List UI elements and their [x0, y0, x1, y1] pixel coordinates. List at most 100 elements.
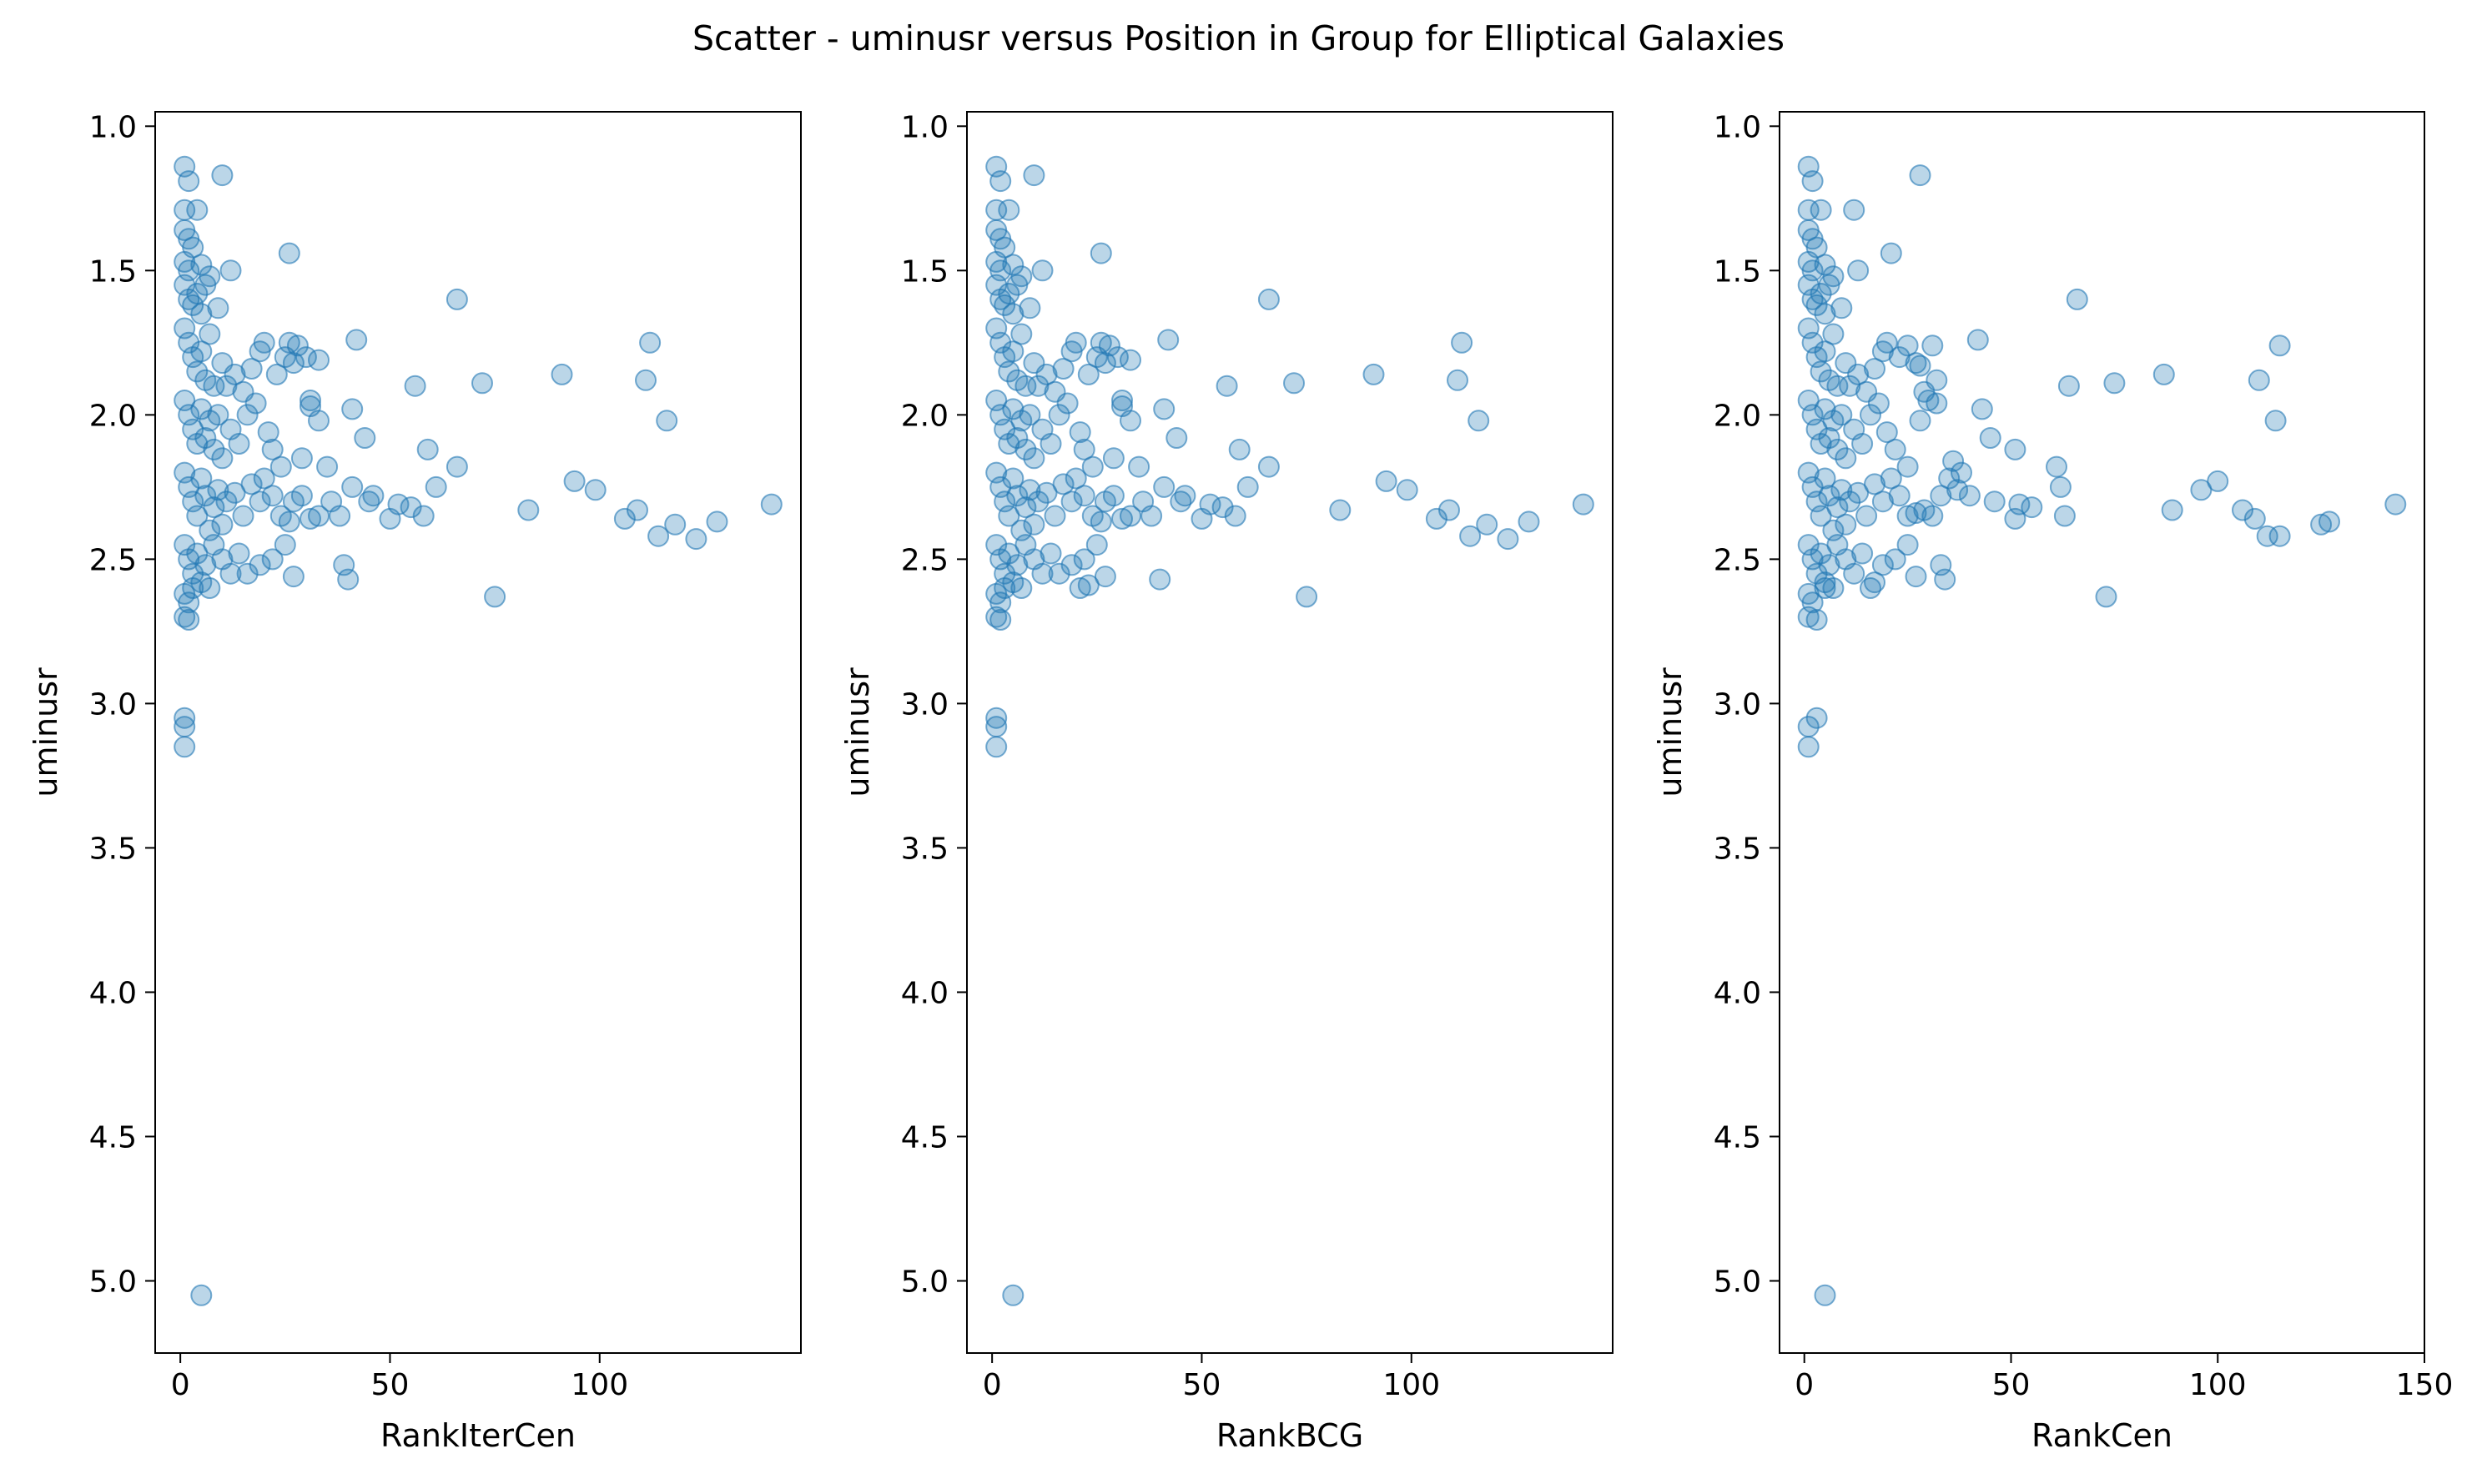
data-point — [240, 473, 263, 496]
data-point — [1946, 479, 1969, 501]
data-point — [1921, 335, 1944, 357]
x-tick-label: 0 — [1795, 1368, 1814, 1402]
data-point — [186, 283, 209, 304]
x-tick-label: 0 — [171, 1368, 190, 1402]
data-point — [1839, 490, 1861, 513]
data-point — [2161, 499, 2183, 521]
data-point — [257, 421, 279, 444]
data-point — [1085, 534, 1108, 556]
data-point — [989, 609, 1012, 631]
data-point — [190, 398, 213, 420]
data-point — [1830, 404, 1853, 426]
data-point — [1077, 363, 1100, 385]
x-axis-label: RankCen — [2031, 1417, 2172, 1454]
data-point — [190, 303, 213, 325]
data-point — [1396, 479, 1418, 501]
data-point — [416, 438, 439, 460]
data-point — [2057, 375, 2080, 397]
data-point — [2232, 499, 2253, 521]
data-point — [1447, 369, 1468, 391]
x-axis-label: RankBCG — [1216, 1417, 1363, 1454]
data-point — [1006, 427, 1029, 449]
data-point — [295, 346, 317, 369]
data-point — [253, 331, 275, 354]
data-point — [1094, 566, 1116, 588]
data-point — [664, 513, 687, 536]
data-point — [1153, 475, 1176, 498]
data-point — [1843, 199, 1865, 221]
data-point — [1056, 392, 1079, 415]
data-point — [1102, 485, 1125, 507]
data-point — [249, 490, 271, 513]
data-point — [1090, 242, 1112, 264]
y-tick-label: 4.5 — [89, 1120, 137, 1155]
y-tick-label: 4.5 — [901, 1120, 949, 1155]
data-points — [985, 155, 1594, 1306]
data-point — [1826, 375, 1849, 397]
data-point — [1847, 481, 1870, 504]
chart-panel-3: 0 50 100 150 1.0 1.5 2.0 2.5 3.0 3.5 4.0 4.5 5.0 Rank… — [1652, 110, 2453, 1454]
data-point — [224, 481, 246, 504]
data-point — [1165, 427, 1188, 449]
data-point — [2008, 493, 2031, 516]
data-point — [584, 479, 607, 501]
data-point — [1864, 473, 1885, 496]
data-point — [228, 542, 250, 565]
data-point — [282, 566, 305, 588]
data-point — [998, 199, 1020, 221]
data-point — [174, 736, 196, 758]
data-point — [985, 736, 1008, 758]
data-point — [1199, 493, 1221, 516]
data-point — [1023, 164, 1045, 187]
data-point — [1283, 372, 1305, 395]
data-point — [1111, 507, 1133, 530]
y-tick-label: 4.0 — [901, 976, 949, 1010]
data-point — [471, 372, 493, 395]
x-tick-label: 50 — [1183, 1368, 1221, 1402]
y-tick-label: 4.0 — [1714, 976, 1761, 1010]
data-point — [2384, 493, 2407, 516]
data-point — [207, 404, 229, 426]
y-tick-label: 1.0 — [1714, 110, 1761, 144]
data-point — [706, 511, 728, 533]
data-point — [1140, 505, 1163, 527]
data-point — [1896, 455, 1919, 478]
data-point — [1880, 467, 1902, 490]
data-point — [244, 392, 267, 415]
data-point — [219, 259, 242, 282]
data-point — [1120, 505, 1141, 527]
data-point — [341, 475, 364, 498]
data-point — [1459, 525, 1482, 547]
data-point — [1810, 283, 1832, 304]
data-point — [2103, 372, 2126, 395]
data-point — [194, 427, 217, 449]
data-point — [300, 390, 321, 411]
y-axis-label: uminusr — [839, 667, 876, 797]
data-point — [1818, 554, 1840, 576]
y-tick-label: 5.0 — [1714, 1265, 1761, 1299]
data-point — [563, 470, 586, 492]
data-point — [2318, 511, 2340, 533]
data-point — [1111, 390, 1133, 411]
data-point — [1814, 577, 1836, 599]
data-point — [1216, 375, 1238, 397]
data-point — [190, 254, 213, 276]
data-point — [1822, 577, 1845, 599]
data-point — [228, 433, 250, 455]
y-tick-label: 2.0 — [901, 399, 949, 433]
y-tick-label: 3.0 — [1714, 687, 1761, 722]
data-point — [1257, 288, 1280, 310]
data-point — [253, 467, 275, 490]
data-point — [2256, 525, 2278, 547]
data-point — [998, 360, 1020, 383]
data-point — [627, 499, 648, 521]
data-point — [1023, 513, 1045, 536]
data-point — [308, 505, 330, 527]
data-point — [182, 577, 204, 599]
data-point — [1797, 606, 1820, 628]
data-point — [337, 568, 360, 591]
data-point — [412, 505, 435, 527]
data-point — [517, 499, 540, 521]
data-point — [1006, 485, 1029, 507]
data-point — [1875, 421, 1898, 444]
